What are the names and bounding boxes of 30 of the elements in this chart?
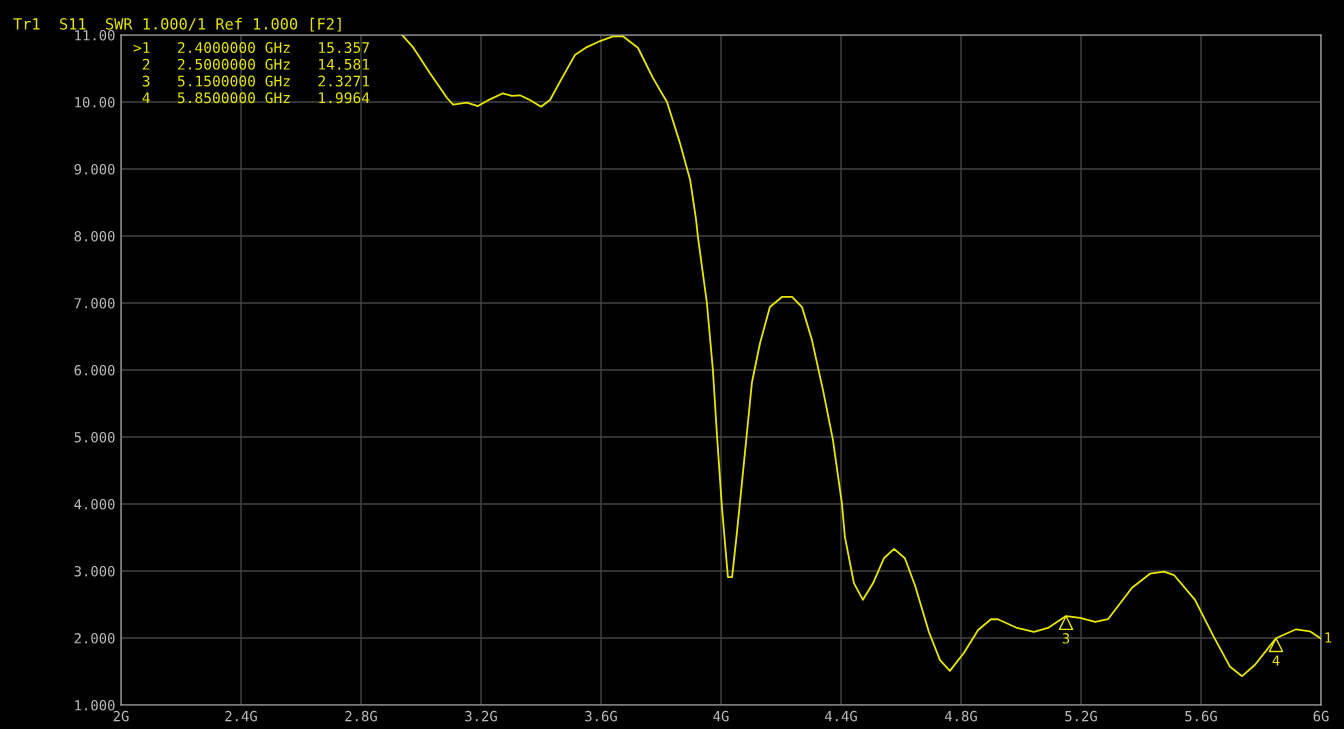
y-tick-label: 6.000 bbox=[74, 365, 115, 376]
annotation: 1 bbox=[1325, 632, 1332, 643]
annotation: 2 2.5000000 GHz 14.581 bbox=[142, 58, 370, 70]
x-tick-label: 5.6G bbox=[1185, 710, 1217, 722]
y-tick-label: 2.000 bbox=[74, 633, 115, 644]
y-tick-label: 1.000 bbox=[75, 700, 115, 711]
annotation: >1 2.4000000 GHz 15.357 bbox=[133, 42, 369, 54]
y-tick-label: 8.000 bbox=[74, 231, 115, 242]
annotation: 4 bbox=[1272, 655, 1280, 666]
x-tick-label: 3.6G bbox=[585, 710, 617, 722]
y-tick-label: 7.000 bbox=[74, 298, 115, 309]
x-tick-label: 4G bbox=[713, 710, 729, 722]
annotation: 3 bbox=[1062, 633, 1070, 644]
x-tick-label: 2.4G bbox=[225, 710, 257, 722]
y-tick-label: 3.000 bbox=[74, 566, 115, 577]
x-tick-label: 4.4G bbox=[824, 710, 857, 722]
y-tick-label: 4.000 bbox=[74, 499, 115, 510]
x-tick-label: 5.2G bbox=[1065, 710, 1097, 722]
x-tick-label: 2G bbox=[113, 710, 129, 722]
line-series bbox=[401, 35, 1321, 678]
y-tick-label: 10.00 bbox=[75, 97, 115, 108]
annotation: 4 5.8500000 GHz 1.9964 bbox=[142, 92, 370, 104]
y-tick-label: 9.000 bbox=[74, 164, 115, 175]
y-tick-label: 5.000 bbox=[74, 432, 115, 443]
x-tick-label: 6G bbox=[1313, 710, 1329, 722]
x-tick-label: 4.8G bbox=[944, 710, 977, 722]
x-tick-label: 2.8G bbox=[345, 710, 377, 722]
x-tick-label: 3.2G bbox=[465, 710, 497, 722]
y-tick-label: 11.00 bbox=[75, 30, 115, 41]
annotation: 3 5.1500000 GHz 2.3271 bbox=[142, 75, 370, 87]
